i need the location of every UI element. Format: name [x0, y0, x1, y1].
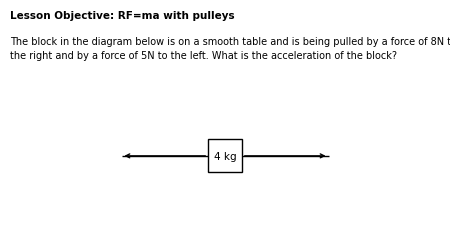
- Text: The block in the diagram below is on a smooth table and is being pulled by a for: The block in the diagram below is on a s…: [10, 37, 450, 60]
- Text: 4 kg: 4 kg: [214, 151, 236, 161]
- Bar: [208, 140, 242, 173]
- Text: Lesson Objective: RF=ma with pulleys: Lesson Objective: RF=ma with pulleys: [10, 11, 234, 21]
